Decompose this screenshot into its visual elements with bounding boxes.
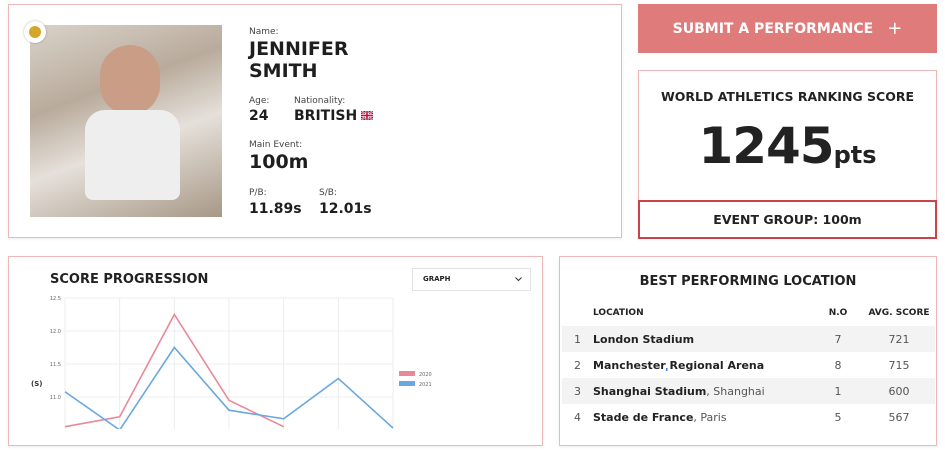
location-row: 2 Manchester Regional Arena 8 715 — [562, 352, 935, 378]
nationality: BRITISH — [294, 108, 358, 124]
row-avg: 715 — [888, 358, 910, 372]
pb-label: P/B: — [249, 188, 267, 198]
uk-flag — [361, 111, 373, 120]
main-event: 100m — [249, 151, 309, 173]
venue: London Stadium — [593, 332, 695, 346]
sb: 12.01s — [319, 201, 372, 217]
name-label: Name: — [249, 27, 279, 37]
legend-label: 2020 — [419, 372, 432, 378]
event-label: Main Event: — [249, 140, 303, 150]
chevron — [515, 277, 522, 282]
ranking-unit: pts — [833, 141, 877, 169]
row-index: 2 — [574, 358, 581, 372]
locations-table: LOCATION N.O AVG. SCORE 1 London Stadium 7… — [562, 300, 935, 430]
photo-top — [85, 110, 180, 200]
nationality-label: Nationality: — [294, 96, 346, 106]
ranking-score-wrap: 1245pts — [639, 117, 936, 175]
y-tick-label: 11.5 — [50, 362, 61, 368]
location-row: 4 Stade de France, Paris 5 567 — [562, 404, 935, 430]
view-dropdown[interactable]: GRAPH — [412, 268, 531, 291]
row-index: 3 — [562, 378, 593, 404]
location-row: 3 Shanghai Stadium, Shanghai 1 600 — [562, 378, 935, 404]
photo-face — [100, 45, 160, 115]
city: , Shanghai — [706, 384, 765, 398]
row-avg: 567 — [888, 410, 910, 424]
row-count: 1 — [813, 378, 863, 404]
plus-icon: + — [887, 18, 903, 39]
submit-button[interactable]: SUBMIT A PERFORMANCE + — [638, 4, 937, 53]
row-avg: 721 — [863, 326, 935, 352]
header-avg: AVG. SCORE — [868, 308, 930, 318]
submit-label: SUBMIT A PERFORMANCE — [672, 20, 874, 37]
series-line — [64, 346, 394, 429]
locations-title: BEST PERFORMING LOCATION — [639, 274, 857, 289]
age: 24 — [249, 108, 269, 124]
header-index — [562, 300, 593, 326]
row-location: Shanghai Stadium, Shanghai — [593, 378, 813, 404]
sb-label: S/B: — [319, 188, 337, 198]
locations-card: BEST PERFORMING LOCATION LOCATION N.O AV… — [559, 256, 937, 446]
location-row: 1 London Stadium 7 721 — [562, 326, 935, 352]
pb: 11.89s — [249, 201, 302, 217]
event-group: EVENT GROUP: 100m — [638, 200, 937, 239]
legend-swatch — [399, 371, 415, 376]
ranking-title: WORLD ATHLETICS RANKING SCORE — [660, 89, 914, 104]
ranking-score: 1245 — [698, 117, 834, 175]
profile-card: Name: JENNIFER SMITH Age: 24 Nationality… — [8, 4, 622, 238]
row-count: 8 — [834, 358, 842, 372]
last-name: SMITH — [249, 60, 318, 82]
header-location: LOCATION — [593, 308, 644, 318]
row-count: 7 — [813, 326, 863, 352]
row-avg: 600 — [863, 378, 935, 404]
medal-badge — [24, 21, 46, 43]
athlete-photo — [30, 25, 222, 217]
ranking-card: WORLD ATHLETICS RANKING SCORE 1245pts EV… — [638, 70, 937, 239]
medal-icon — [29, 26, 41, 38]
progression-card: SCORE PROGRESSION GRAPH 12.5 12.0 11.5 11.0… — [8, 256, 543, 446]
legend-label: 2021 — [419, 382, 432, 388]
y-axis-label: (S) — [31, 380, 42, 388]
row-index: 4 — [574, 410, 581, 424]
header-count: N.O — [828, 308, 848, 318]
venue: Stade de France — [593, 410, 694, 424]
y-tick-label: 12.0 — [50, 329, 61, 335]
y-tick-label: 12.5 — [50, 296, 61, 302]
series-line — [64, 312, 285, 428]
city: , Paris — [693, 410, 727, 424]
row-index: 1 — [562, 326, 593, 352]
legend-swatch — [399, 381, 415, 386]
first-name: JENNIFER — [249, 38, 349, 60]
y-tick-label: 11.0 — [50, 395, 61, 401]
dropdown-label: GRAPH — [423, 275, 451, 283]
row-count: 5 — [834, 410, 842, 424]
progression-chart: 12.5 12.0 11.5 11.0 (S) 2020 2021 — [31, 296, 432, 429]
row-location: Stade de France, Paris — [593, 404, 813, 430]
age-label: Age: — [249, 96, 270, 106]
header-row: LOCATION N.O AVG. SCORE — [562, 300, 935, 326]
progression-title: SCORE PROGRESSION — [50, 272, 209, 287]
event-group-label: EVENT GROUP: 100m — [713, 212, 862, 227]
row-location: London Stadium — [593, 326, 813, 352]
venue: Shanghai Stadium — [593, 384, 707, 398]
venue: Manchester Regional Arena — [593, 358, 765, 372]
row-location: Manchester Regional Arena — [593, 352, 813, 378]
